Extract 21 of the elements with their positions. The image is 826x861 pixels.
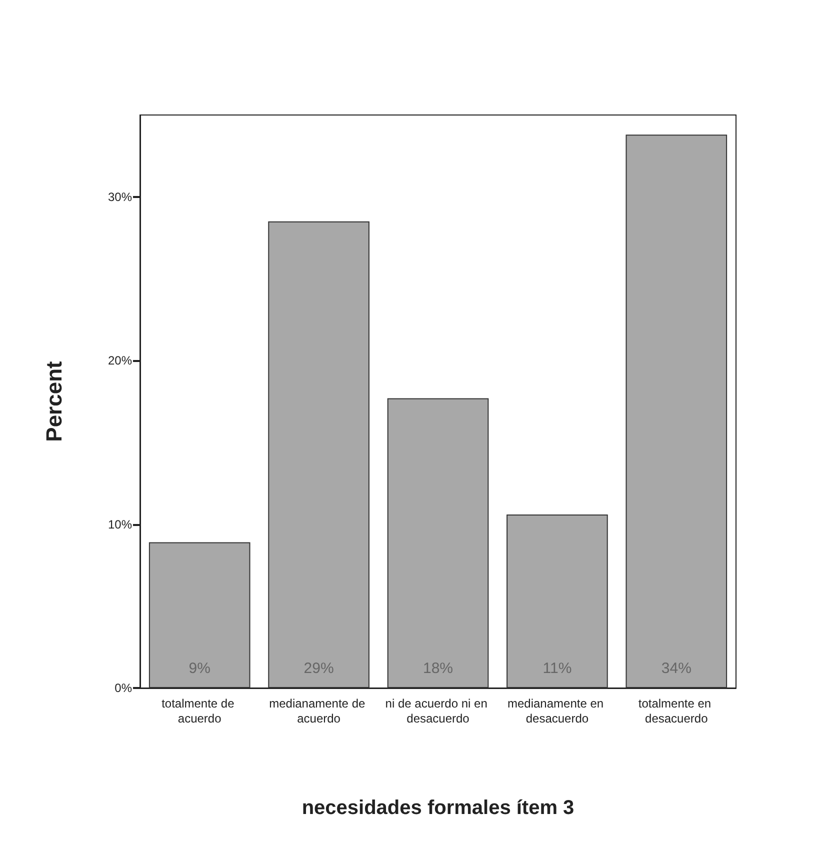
- x-tick-label: medianamente de acuerdo: [269, 696, 369, 726]
- data-label: 34%: [661, 660, 692, 677]
- x-tick-label: ni de acuerdo ni en desacuerdo: [385, 696, 491, 726]
- y-tick-label: 0%: [114, 681, 132, 695]
- y-tick-label: 10%: [108, 517, 132, 532]
- y-axis-title: Percent: [42, 360, 66, 442]
- data-label: 9%: [188, 660, 210, 677]
- bar: [506, 514, 608, 688]
- bar: [387, 398, 489, 688]
- data-label: 18%: [422, 660, 454, 677]
- x-tick-label: medianamente en desacuerdo: [507, 696, 607, 726]
- bar: [148, 542, 250, 688]
- x-tick-label: totalmente en desacuerdo: [638, 696, 714, 726]
- bar: [626, 134, 728, 688]
- x-tick-label: totalmente de acuerdo: [162, 696, 238, 726]
- x-axis-title: necesidades formales ítem 3: [302, 797, 574, 819]
- y-tick-label: 20%: [108, 354, 132, 368]
- bar: [268, 221, 370, 688]
- y-tick-label: 30%: [108, 190, 132, 204]
- data-label: 29%: [304, 660, 334, 677]
- data-label: 11%: [542, 660, 572, 677]
